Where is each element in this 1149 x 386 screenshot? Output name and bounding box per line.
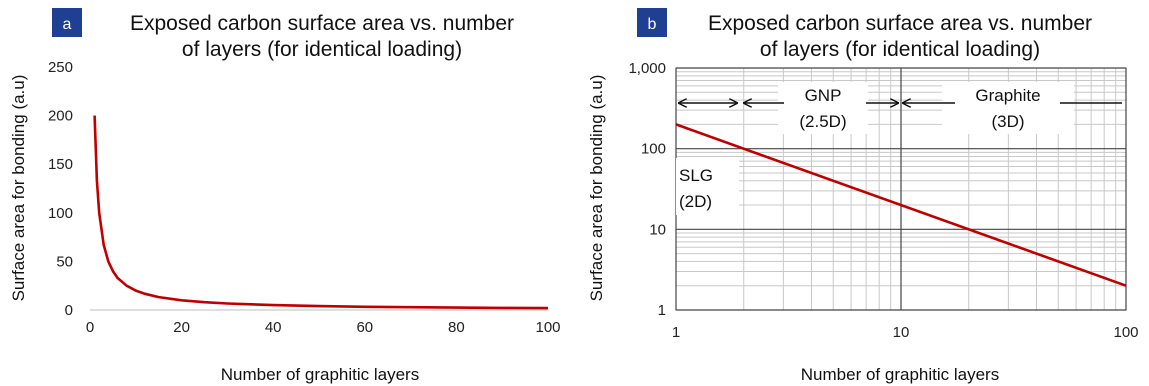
panel-b-series-line	[675, 123, 1127, 287]
slg-label-box	[676, 158, 739, 215]
panel-a-x-tick-labels: 0 20 40 60 80 100	[86, 319, 561, 336]
gnp-label-line1: GNP	[805, 86, 842, 105]
panel-b-title-line2: of layers (for identical loading)	[760, 38, 1040, 61]
panel-a-x-tick-label-3: 60	[356, 319, 373, 336]
panel-b-y-tick-label-0: 1	[658, 302, 666, 319]
panel-a-y-tick-label-3: 150	[48, 156, 73, 173]
panel-b-y-tick-label-1: 10	[649, 221, 666, 238]
panel-b-y-tick-label-3: 1,000	[628, 60, 666, 77]
panel-a-y-tick-label-1: 50	[56, 253, 73, 270]
panel-b-x-tick-label-0: 1	[672, 324, 680, 341]
panel-a-x-tick-label-0: 0	[86, 319, 94, 336]
panel-a-title-line1: Exposed carbon surface area vs. number	[130, 12, 514, 35]
panel-a-x-tick-label-2: 40	[265, 319, 282, 336]
panel-a-x-axis-label: Number of graphitic layers	[221, 365, 419, 384]
panel-b-badge	[637, 8, 667, 37]
gnp-label-line2: (2.5D)	[799, 112, 846, 131]
panel-b-x-tick-label-1: 10	[893, 324, 910, 341]
panel-b-y-tick-labels: 1 10 100 1,000	[628, 60, 666, 319]
graphite-label-box	[942, 82, 1074, 134]
slg-label-line1: SLG	[679, 166, 713, 185]
panel-a-y-axis-label: Surface area for bonding (a.u)	[9, 75, 28, 302]
slg-label-line2: (2D)	[679, 192, 712, 211]
graphite-label-line1: Graphite	[975, 86, 1040, 105]
panel-a-badge	[52, 8, 82, 37]
panel-a-chart: a Exposed carbon surface area vs. number…	[9, 8, 561, 384]
panel-b-badge-label: b	[648, 16, 657, 33]
panel-a-x-tick-label-1: 20	[173, 319, 190, 336]
gnp-label-box	[778, 82, 868, 134]
panel-b-x-tick-labels: 1 10 100	[672, 324, 1139, 341]
panel-b-x-axis-label: Number of graphitic layers	[801, 365, 999, 384]
panel-b-x-tick-label-2: 100	[1113, 324, 1138, 341]
panel-a-y-tick-labels: 0 50 100 150 200 250	[48, 59, 73, 319]
panel-a-y-tick-label-5: 250	[48, 59, 73, 76]
panel-a-series-line	[93, 115, 549, 310]
panel-a-y-tick-label-2: 100	[48, 205, 73, 222]
panel-b-y-axis-label: Surface area for bonding (a.u)	[587, 75, 606, 302]
graphite-label-line2: (3D)	[991, 112, 1024, 131]
panel-a-y-tick-label-0: 0	[65, 302, 73, 319]
panel-b-title-line1: Exposed carbon surface area vs. number	[708, 12, 1092, 35]
panel-a-badge-label: a	[63, 16, 72, 33]
panel-b-chart: b Exposed carbon surface area vs. number…	[587, 8, 1139, 384]
panel-a-x-tick-label-5: 100	[535, 319, 560, 336]
panel-a-title-line2: of layers (for identical loading)	[182, 38, 462, 61]
panel-b-y-tick-label-2: 100	[641, 141, 666, 158]
panel-a-y-tick-label-4: 200	[48, 108, 73, 125]
panel-a-x-tick-label-4: 80	[448, 319, 465, 336]
